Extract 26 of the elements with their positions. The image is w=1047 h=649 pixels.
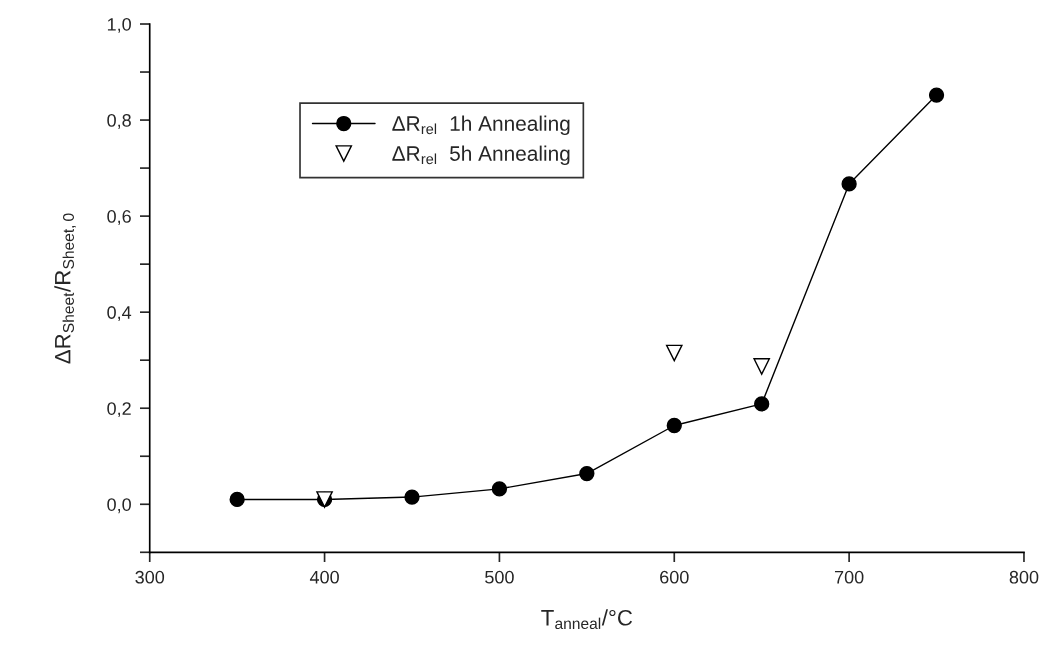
y-axis-title: ΔR$_{Sheet}$/R$_{Sheet,0}$ [54, 213, 76, 364]
x-axis-title: T$_{anneal}$/°C [541, 609, 633, 630]
point [229, 491, 245, 508]
point [579, 465, 595, 482]
point [928, 87, 945, 103]
point [665, 344, 683, 362]
y-tick-label: 0,2 [107, 402, 131, 418]
y-tick-label: 0,6 [107, 210, 131, 225]
point [404, 489, 420, 505]
x-tick-label: 500 [485, 570, 514, 584]
point [754, 396, 770, 412]
x-tick-label: 800 [1009, 570, 1039, 584]
point [753, 358, 771, 375]
x-tick-label: 300 [135, 570, 165, 584]
x-tick-label: 600 [660, 570, 689, 584]
legend-label: ΔR$_{rel}$ 1h Annealing [392, 115, 570, 136]
y-tick-label: 0,4 [107, 306, 132, 322]
x-tick-label: 400 [309, 570, 339, 584]
point [666, 417, 682, 434]
legend-label: ΔR$_{rel}$ 5h Annealing [392, 145, 570, 166]
point [491, 481, 508, 497]
y-tick-label: 0,8 [107, 114, 131, 129]
x-tick-label: 700 [834, 570, 864, 584]
y-tick-label: 1,0 [107, 17, 131, 33]
point [841, 176, 857, 192]
y-tick-label: 0,0 [107, 498, 131, 514]
